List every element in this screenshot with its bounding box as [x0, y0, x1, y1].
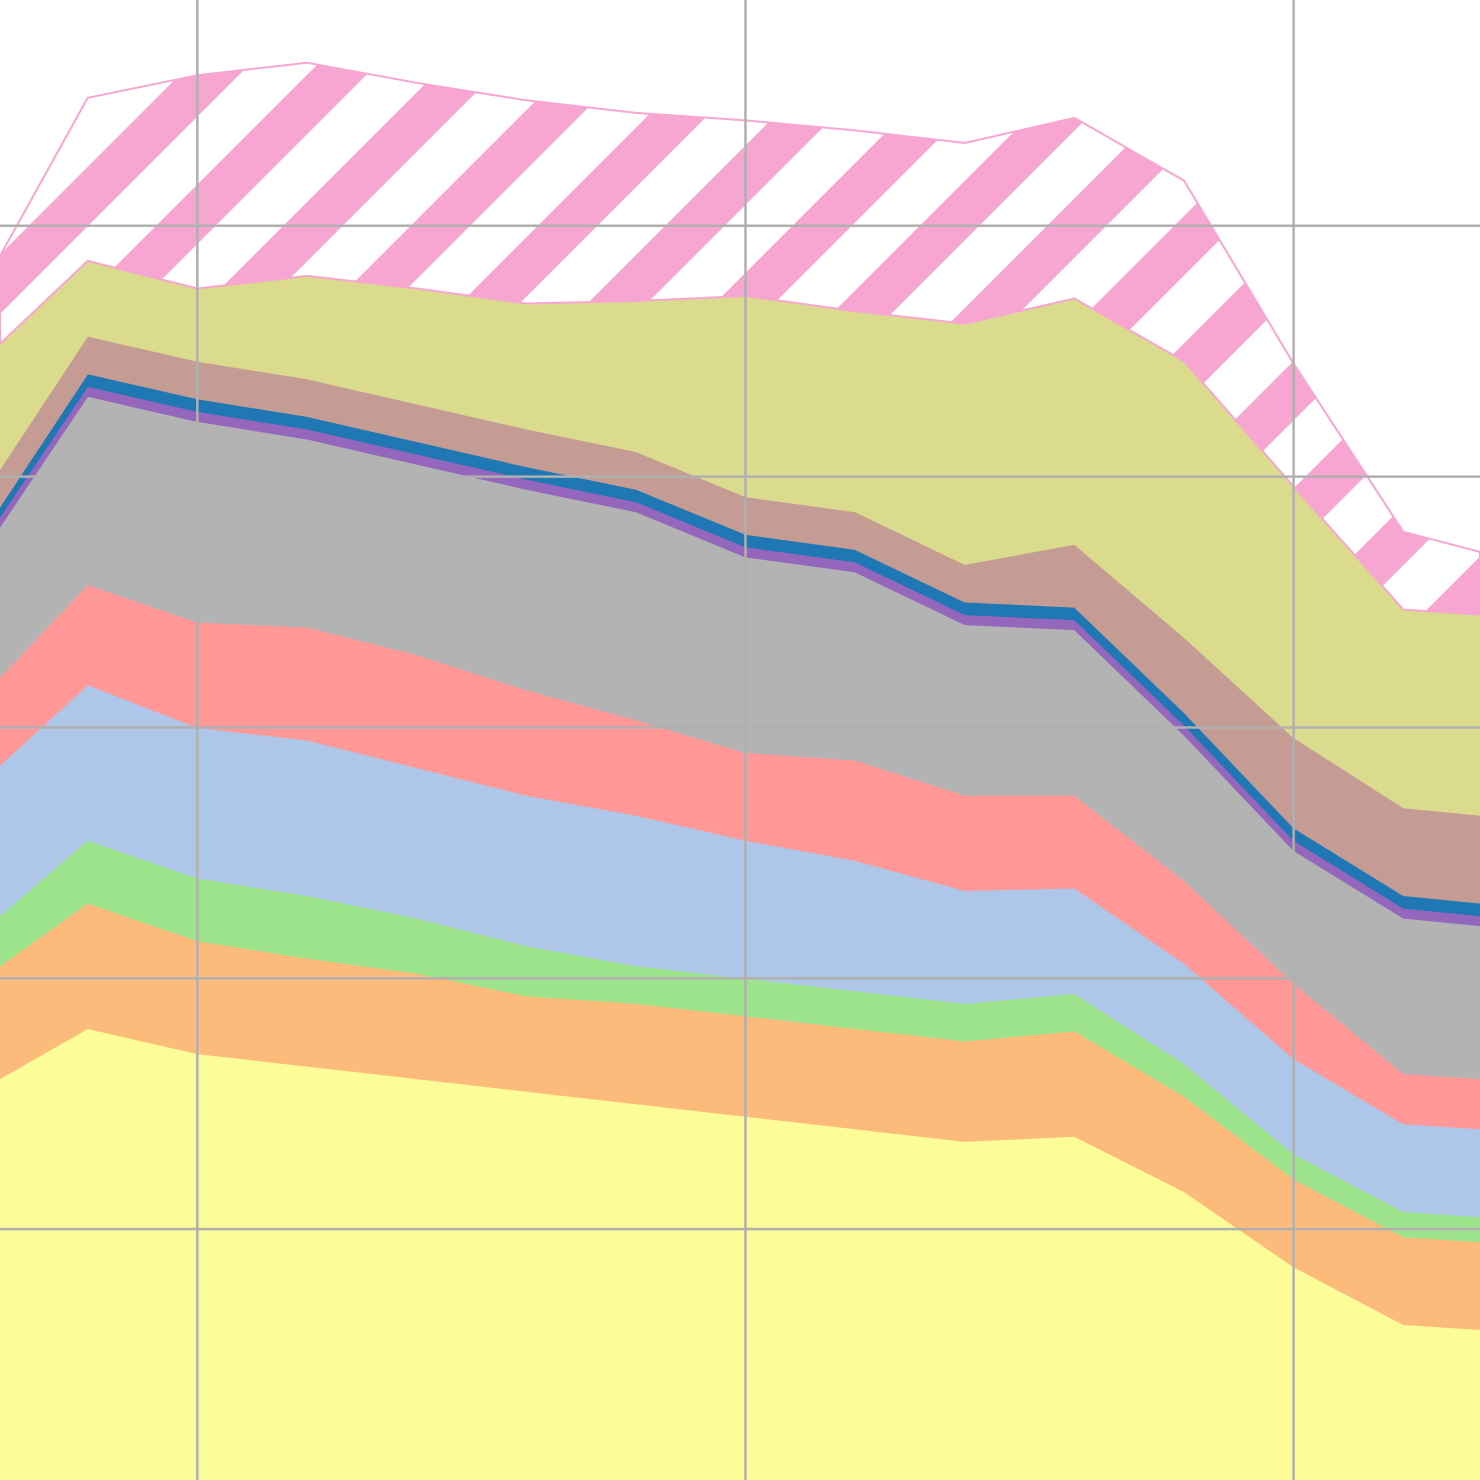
area-series-11 — [0, 61, 1480, 616]
areas-layer — [0, 61, 1480, 1480]
